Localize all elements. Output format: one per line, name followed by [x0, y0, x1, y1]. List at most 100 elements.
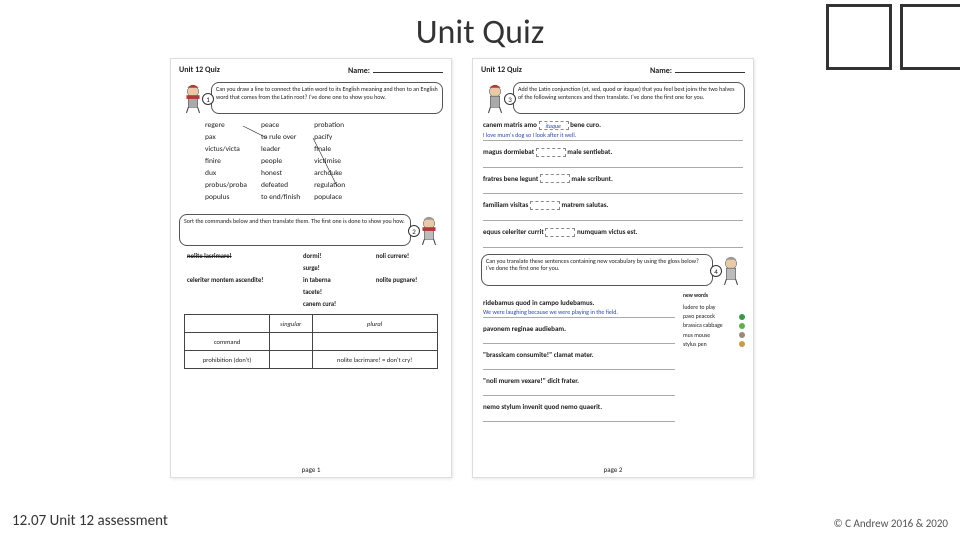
- conjunction-box: itaque: [539, 121, 569, 130]
- worksheet-page-2: Unit 12 Quiz Name: 3 Add the Latin conju…: [472, 58, 754, 478]
- command-word: celeriter montem ascendite!: [187, 276, 289, 284]
- worksheet-pages: Unit 12 Quiz Name: 1 Can you draw a line…: [170, 58, 754, 478]
- table-row: command: [185, 333, 437, 351]
- footer-left: 12.07 Unit 12 assessment: [12, 512, 168, 530]
- slide-title: Unit Quiz: [0, 12, 960, 53]
- translation-line: [483, 386, 675, 396]
- latin-word: pax: [205, 132, 247, 144]
- conjunction-box: [530, 201, 560, 210]
- english-column: peace to rule over leader people honest …: [261, 120, 300, 204]
- gloss-title: new words: [683, 292, 745, 301]
- english-word: leader: [261, 144, 300, 156]
- page1-header: Unit 12 Quiz Name:: [179, 65, 443, 76]
- english-word: people: [261, 156, 300, 168]
- deriv-word: finale: [314, 144, 345, 156]
- q3-number: 3: [504, 93, 516, 105]
- deriv-word: populace: [314, 192, 345, 204]
- conjunction-box: [536, 148, 566, 157]
- deriv-word: probation: [314, 120, 345, 132]
- square-placeholder: [900, 4, 960, 70]
- q4-text: Can you translate these sentences contai…: [486, 257, 699, 273]
- english-word: to end/finish: [261, 192, 300, 204]
- translation-line: I love mum's dog so I look after it well…: [483, 131, 743, 141]
- english-word: to rule over: [261, 132, 300, 144]
- command-word: noli currere!: [376, 252, 443, 260]
- sentence-line: nemo stylum invenit quod nemo quaerit.: [483, 402, 677, 411]
- q3-text: Add the Latin conjunction (et, sed, quod…: [518, 85, 734, 101]
- translation-line: [483, 360, 675, 370]
- english-word: honest: [261, 168, 300, 180]
- worksheet-page-1: Unit 12 Quiz Name: 1 Can you draw a line…: [170, 58, 452, 478]
- sentence-line: fratres bene legunt male scribunt.: [483, 174, 745, 184]
- command-word: in taberna: [303, 276, 362, 284]
- gloss-entry: pavo peacock: [683, 312, 745, 321]
- q1-bubble: 1 Can you draw a line to connect the Lat…: [211, 82, 443, 114]
- q4-bubble: 4 Can you translate these sentences cont…: [481, 254, 713, 286]
- q2-commands: nolite lacrimare! dormi! noli currere! s…: [187, 252, 443, 308]
- page1-name-label: Name:: [348, 65, 443, 76]
- gloss-dot-icon: [739, 341, 745, 347]
- command-word: nolite lacrimare!: [187, 252, 289, 260]
- q4-area: ridebamus quod in campo ludebamus.We wer…: [481, 292, 745, 425]
- translation-line: [483, 211, 743, 221]
- q1-word-columns: regere pax victus/victa finire dux probu…: [205, 120, 443, 204]
- deriv-word: archduke: [314, 168, 345, 180]
- conjunction-box: [545, 228, 575, 237]
- q2-text: Sort the commands below and then transla…: [184, 217, 405, 225]
- translation-line: [483, 334, 675, 344]
- gloss-entry: ludere to play: [683, 303, 745, 312]
- table-cell: nolite lacrimare! = don't cry!: [312, 351, 437, 369]
- sentence-line: "noli murem vexare!" dicit frater.: [483, 376, 677, 385]
- q1-block: 1 Can you draw a line to connect the Lat…: [179, 82, 443, 114]
- translation-line: [483, 158, 743, 168]
- table-cell: [269, 351, 312, 369]
- q4-block: 4 Can you translate these sentences cont…: [481, 254, 745, 286]
- gloss-dot-icon: [739, 332, 745, 338]
- page2-number: page 2: [473, 465, 753, 474]
- translation-line: [483, 184, 743, 194]
- command-word: nolite pugnare!: [376, 276, 443, 284]
- q1-text: Can you draw a line to connect the Latin…: [216, 85, 438, 101]
- sentence-line: pavonem reginae audiebam.: [483, 324, 677, 333]
- translation-line: [483, 238, 743, 248]
- sentence-line: magus dormiebat male sentiebat.: [483, 147, 745, 157]
- gloss-dot-icon: [739, 323, 745, 329]
- q4-sentences: ridebamus quod in campo ludebamus.We wer…: [481, 292, 677, 425]
- gloss-entry: stylus pen: [683, 340, 745, 349]
- square-placeholder: [826, 4, 892, 70]
- sentence-line: "brassicam consumite!" clamat mater.: [483, 350, 677, 359]
- q3-sentences: canem matris amo itaque bene curo.I love…: [481, 120, 745, 248]
- q3-bubble: 3 Add the Latin conjunction (et, sed, qu…: [513, 82, 745, 114]
- corner-squares: [826, 4, 960, 70]
- table-header: [185, 315, 270, 333]
- table-row: prohibition (don't) nolite lacrimare! = …: [185, 351, 437, 369]
- page2-title: Unit 12 Quiz: [481, 65, 522, 76]
- gloss-entry: mus mouse: [683, 331, 745, 340]
- command-word: canem cura!: [303, 300, 362, 308]
- q2-table: singular plural command prohibition (don…: [184, 314, 437, 369]
- q4-number: 4: [710, 265, 722, 277]
- deriv-word: pacify: [314, 132, 345, 144]
- table-header: singular: [269, 315, 312, 333]
- page2-name-label: Name:: [650, 65, 745, 76]
- q3-block: 3 Add the Latin conjunction (et, sed, qu…: [481, 82, 745, 114]
- english-word: defeated: [261, 180, 300, 192]
- deriv-word: regulation: [314, 180, 345, 192]
- gloss-box: new words ludere to playpavo peacockbras…: [683, 292, 745, 425]
- latin-word: probus/proba: [205, 180, 247, 192]
- table-cell: command: [185, 333, 270, 351]
- command-word: surge!: [303, 264, 362, 272]
- gloss-entry: brassica cabbage: [683, 321, 745, 330]
- page2-header: Unit 12 Quiz Name:: [481, 65, 745, 76]
- latin-word: populus: [205, 192, 247, 204]
- q2-bubble: 2 Sort the commands below and then trans…: [179, 214, 411, 246]
- footer-right: © C Andrew 2016 & 2020: [834, 517, 948, 530]
- table-cell: prohibition (don't): [185, 351, 270, 369]
- command-word: tacete!: [303, 288, 362, 296]
- sentence-line: canem matris amo itaque bene curo.: [483, 120, 745, 130]
- table-cell: [269, 333, 312, 351]
- gloss-dot-icon: [739, 314, 745, 320]
- english-word: peace: [261, 120, 300, 132]
- q2-block: 2 Sort the commands below and then trans…: [179, 214, 443, 246]
- q2-number: 2: [408, 225, 420, 237]
